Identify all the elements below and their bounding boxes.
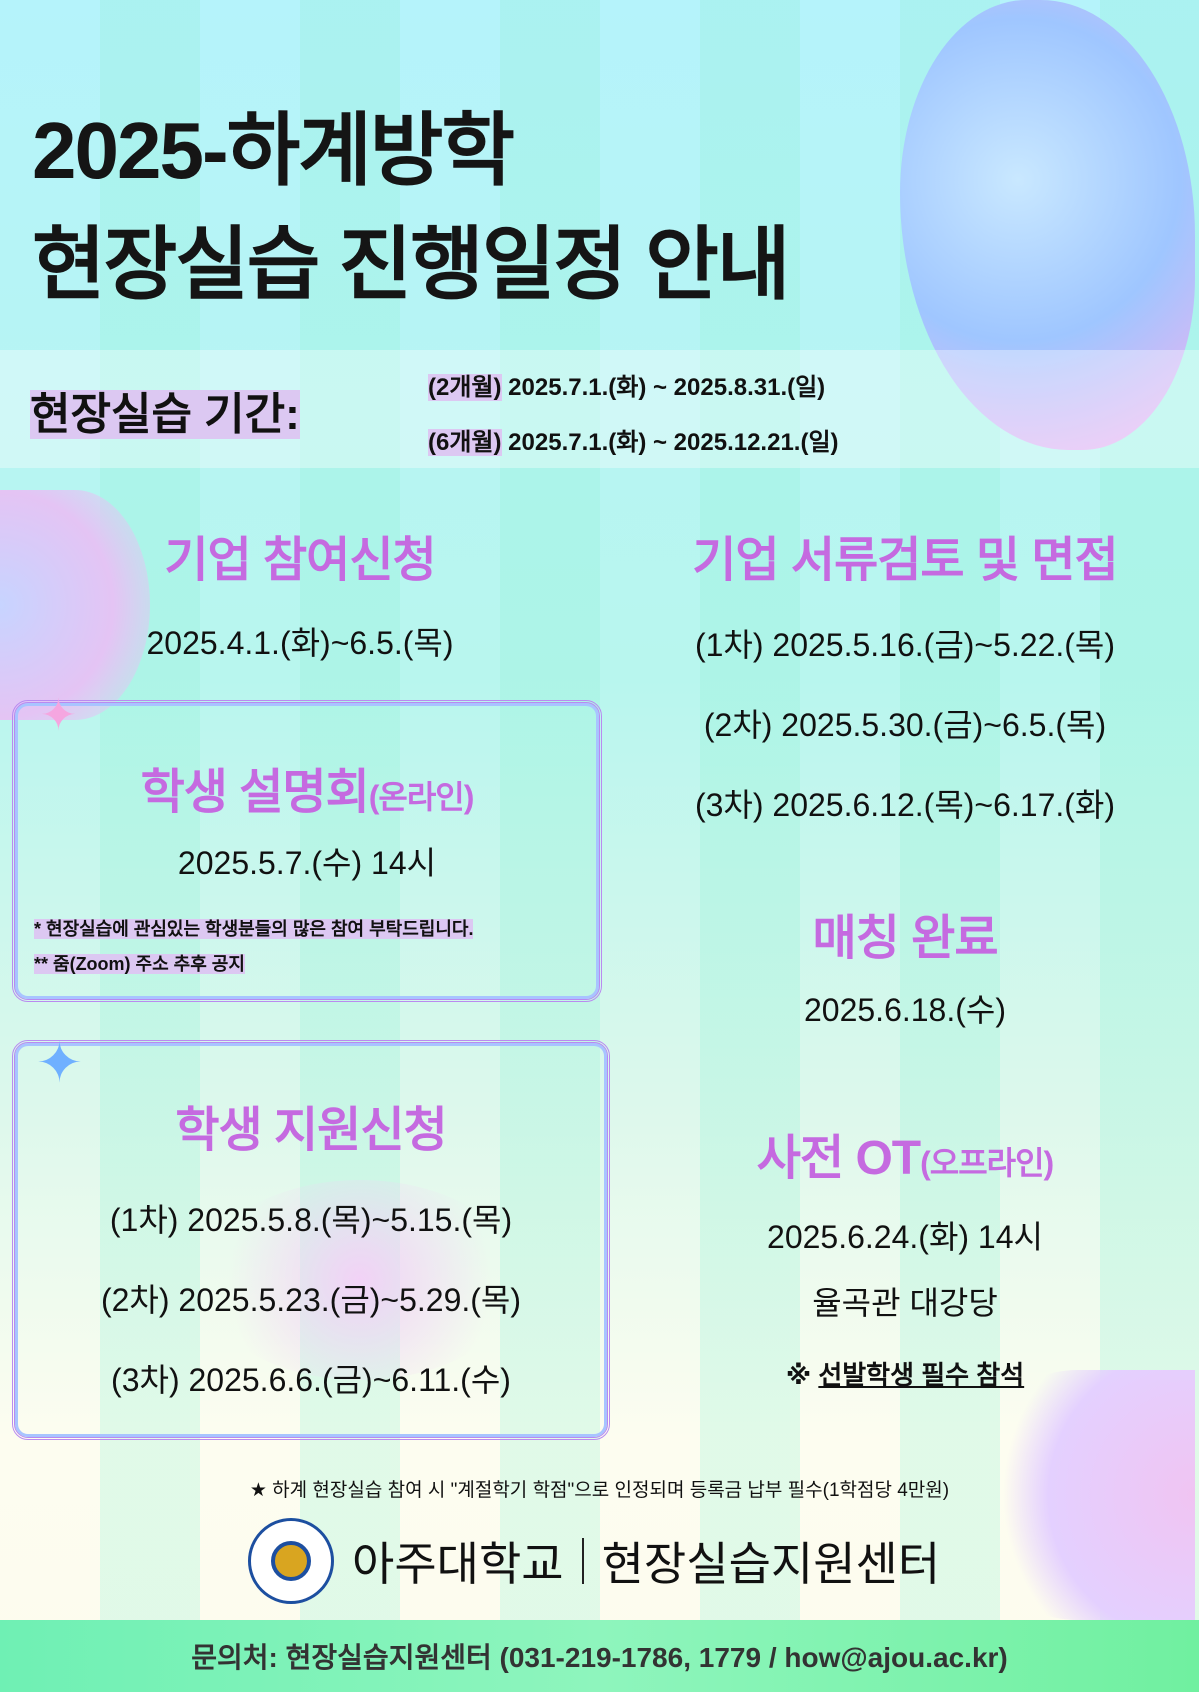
matching-date: 2025.6.18.(수) (803, 992, 1006, 1028)
title-line-1: 2025-하계방학 (32, 106, 515, 195)
student-apply-box (12, 1040, 610, 1440)
matching-heading: 매칭 완료 (812, 912, 999, 965)
university-seal (248, 1518, 334, 1604)
ot-date: 2025.6.24.(화) 14시 (767, 1219, 1043, 1255)
ot-note: ※ 선발학생 필수 참석 (785, 1360, 1025, 1390)
session-note: * 현장실습에 관심있는 학생분들의 많은 참여 부탁드립니다. (34, 919, 474, 939)
ot-place: 율곡관 대강당 (812, 1285, 998, 1321)
review-round: (3차) 2025.6.12.(목)~6.17.(화) (694, 787, 1116, 823)
org-name: 아주대학교 현장실습지원센터 (352, 1538, 941, 1590)
sparkle-icon: ✦ (36, 1031, 83, 1094)
review-round: (1차) 2025.5.16.(금)~5.22.(목) (694, 627, 1116, 663)
student-session-box (12, 700, 602, 1002)
review-heading: 기업 서류검토 및 면접 (692, 534, 1118, 587)
student-session-heading: 학생 설명회(온라인) (140, 766, 475, 819)
student-session-date: 2025.5.7.(수) 14시 (177, 845, 437, 881)
title-line-2: 현장실습 진행일정 안내 (32, 220, 790, 309)
period-row: (2개월) 2025.7.1.(화) ~ 2025.8.31.(일) (428, 374, 826, 401)
student-apply-round: (2차) 2025.5.23.(금)~5.29.(목) (100, 1282, 522, 1318)
session-note: ** 줌(Zoom) 주소 추후 공지 (34, 954, 245, 974)
contact-footer: 문의처: 현장실습지원센터 (031-219-1786, 1779 / how@… (0, 1620, 1199, 1692)
bottom-note: ★ 하계 현장실습 참여 시 "계절학기 학점"으로 인정되며 등록금 납부 필… (249, 1480, 950, 1501)
review-round: (2차) 2025.5.30.(금)~6.5.(목) (703, 707, 1107, 743)
student-apply-round: (3차) 2025.6.6.(금)~6.11.(수) (111, 1362, 511, 1398)
student-apply-heading: 학생 지원신청 (175, 1104, 447, 1157)
student-apply-round: (1차) 2025.5.8.(목)~5.15.(목) (109, 1202, 513, 1238)
company-apply-date: 2025.4.1.(화)~6.5.(목) (146, 625, 454, 661)
company-apply-heading: 기업 참여신청 (164, 534, 436, 587)
period-label: 현장실습 기간: (30, 390, 300, 439)
sparkle-icon: ✦ (40, 691, 77, 740)
period-row: (6개월) 2025.7.1.(화) ~ 2025.12.21.(일) (428, 429, 839, 456)
ot-heading: 사전 OT(오프라인) (756, 1132, 1054, 1185)
